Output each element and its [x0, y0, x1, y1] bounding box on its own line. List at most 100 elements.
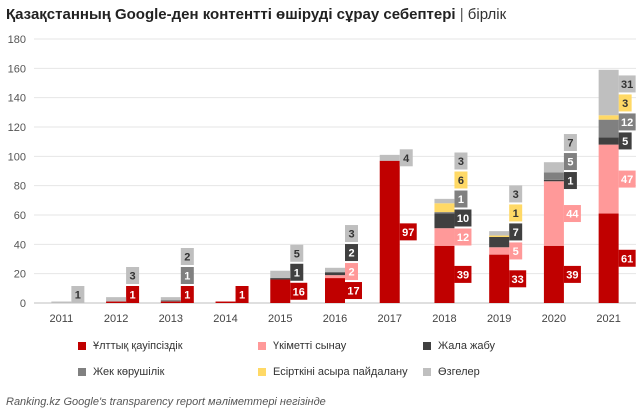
bar-segment: [489, 254, 510, 303]
x-tick-label: 2018: [432, 313, 456, 325]
data-label-box: [126, 286, 140, 303]
legend-label: Есірткіні асыра пайдалану: [273, 366, 408, 378]
data-label: 2: [348, 248, 354, 260]
bar-segment: [598, 144, 619, 214]
data-label: 1: [184, 290, 190, 302]
data-label-box: [618, 113, 636, 131]
y-tick-label: 160: [8, 63, 26, 75]
bar-segment: [598, 119, 619, 138]
bar-segment: [160, 301, 181, 303]
data-label: 44: [566, 209, 579, 221]
data-label-box: [618, 75, 636, 93]
x-tick-label: 2011: [50, 313, 74, 325]
x-tick-label: 2013: [159, 313, 183, 325]
data-label: 3: [348, 229, 354, 241]
y-tick-label: 20: [14, 269, 26, 281]
bar-segment: [270, 270, 291, 279]
bar-segment: [106, 297, 127, 302]
bar-segment: [215, 301, 236, 303]
data-label: 7: [567, 138, 573, 150]
data-label: 47: [621, 174, 633, 186]
source-note: Ranking.kz Google's transparency report …: [6, 396, 326, 408]
chart-unit: бірлік: [467, 6, 507, 23]
data-label-box: [345, 263, 358, 281]
bar-segment: [543, 172, 564, 180]
legend-item: Өзгелер: [423, 366, 480, 378]
data-label-box: [563, 265, 581, 283]
data-label-box: [563, 134, 577, 152]
bar-segment: [434, 203, 455, 213]
data-label-box: [618, 132, 632, 150]
data-label-box: [563, 172, 577, 190]
data-label-box: [454, 209, 472, 227]
data-label: 1: [458, 194, 464, 206]
legend-label: Үкіметті сынау: [273, 340, 347, 352]
data-label-box: [126, 267, 140, 284]
y-tick-label: 80: [14, 181, 26, 193]
bar-segment: [434, 212, 455, 214]
data-label-box: [180, 248, 194, 265]
legend-item: Үкіметті сынау: [258, 340, 346, 352]
chart-title: Қазақстанның Google-ден контентті өшіруд…: [6, 6, 506, 23]
data-label-box: [454, 171, 468, 189]
bar-segment: [325, 272, 345, 276]
bar-segment: [543, 179, 564, 182]
bar-segment: [489, 235, 510, 237]
legend-swatch: [258, 368, 266, 376]
stacked-bar-chart: 0204060801001201401601802011120121320131…: [8, 34, 636, 325]
data-label-box: [180, 286, 194, 303]
bar-segment: [489, 247, 510, 255]
x-tick-label: 2021: [596, 313, 620, 325]
y-tick-label: 60: [14, 210, 26, 222]
data-label-box: [345, 244, 358, 262]
data-label: 1: [239, 290, 245, 302]
y-tick-label: 180: [8, 34, 26, 46]
y-tick-label: 100: [8, 151, 26, 163]
bar-segment: [543, 162, 564, 173]
legend-swatch: [78, 368, 86, 376]
data-label: 2: [348, 267, 354, 279]
data-label: 7: [513, 227, 519, 239]
bar-segment: [270, 279, 291, 303]
data-label: 17: [347, 286, 359, 298]
legend-label: Жала жабу: [438, 340, 496, 352]
x-tick-label: 2016: [323, 313, 347, 325]
x-tick-label: 2020: [542, 313, 566, 325]
bar-segment: [160, 297, 181, 301]
bar-segment: [51, 301, 72, 303]
bar-segment: [270, 278, 291, 280]
bar-segment: [325, 278, 345, 303]
x-tick-label: 2015: [268, 313, 292, 325]
bar-segment: [325, 267, 345, 273]
data-label-box: [563, 205, 581, 223]
data-label: 16: [293, 286, 305, 298]
data-label: 5: [622, 136, 628, 148]
data-label-box: [509, 223, 523, 241]
data-label: 3: [622, 98, 628, 110]
data-label-box: [454, 265, 472, 283]
bar-segment: [489, 231, 510, 236]
legend-item: Ұлттық қауіпсіздік: [78, 340, 183, 352]
legend-swatch: [423, 342, 431, 350]
data-label-box: [235, 286, 249, 303]
bar-segment: [434, 213, 455, 229]
legend-item: Жала жабу: [423, 340, 495, 352]
data-label: 10: [457, 213, 469, 225]
legend-label: Өзгелер: [438, 366, 480, 378]
legend-item: Есірткіні асыра пайдалану: [258, 366, 408, 378]
bar-segment: [489, 237, 510, 248]
data-label: 31: [621, 79, 633, 91]
data-label-box: [399, 149, 413, 167]
data-label: 1: [184, 271, 190, 283]
y-tick-label: 0: [20, 298, 26, 310]
bar-segment: [598, 115, 619, 120]
data-label: 1: [130, 290, 136, 302]
data-label-box: [509, 270, 527, 288]
data-label-box: [563, 153, 577, 171]
title-separator: |: [459, 6, 464, 23]
data-label-box: [180, 267, 194, 284]
legend-label: Жек көрушілік: [93, 366, 165, 378]
data-label-box: [618, 170, 636, 188]
bar-segment: [106, 301, 127, 303]
data-label: 1: [567, 176, 573, 188]
